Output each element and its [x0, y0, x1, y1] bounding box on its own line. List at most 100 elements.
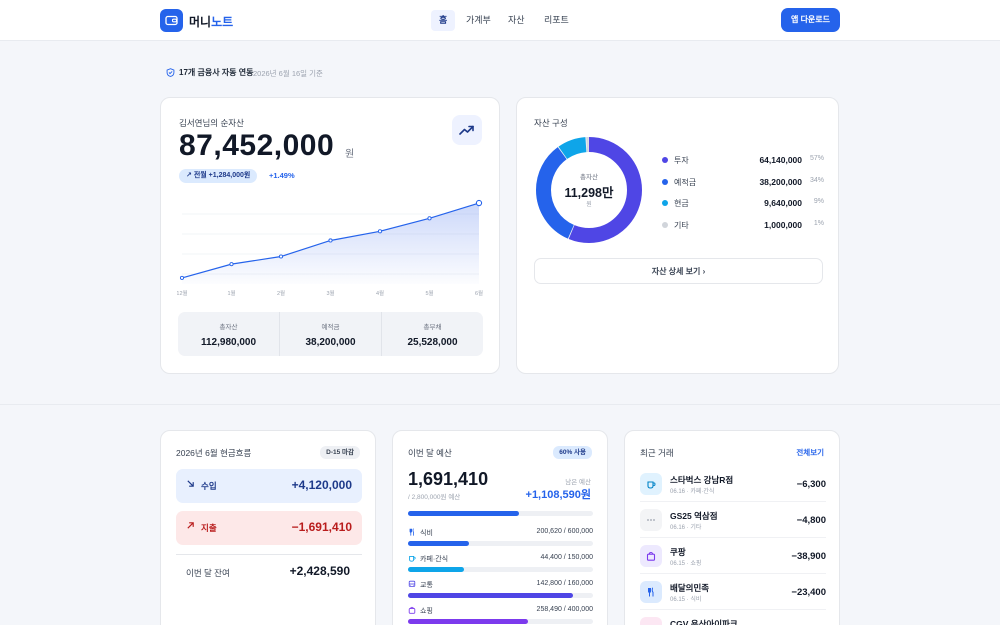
legend-item-1[interactable]: 예적금 38,200,000 34%	[662, 177, 824, 189]
budget-category-value: 142,800 / 160,000	[536, 580, 593, 587]
tab-ledger[interactable]: 가계부	[466, 15, 491, 25]
data-point[interactable]	[475, 199, 483, 207]
cashflow-expense-row[interactable]: 지출 −1,691,410	[176, 511, 362, 545]
wallet-logo-icon[interactable]	[160, 9, 183, 32]
transaction-icon-box	[640, 473, 662, 495]
trend-button[interactable]	[452, 115, 482, 145]
cashflow-label: 2026년 6월 현금흐름	[176, 448, 252, 458]
budget-remain-value: +1,108,590원	[525, 489, 591, 501]
legend-value: 64,140,000	[759, 155, 802, 165]
data-point[interactable]	[427, 216, 432, 221]
expense-label: 지출	[201, 523, 217, 533]
transaction-row[interactable]: 스타벅스 강남R점 06.16 · 카페·간식 −6,300	[640, 470, 826, 502]
budget-category-name: 카페·간식	[420, 556, 449, 563]
networth-card: 김서연님의 순자산 87,452,000 원 ↗ 전월 +1,284,000원 …	[160, 97, 500, 374]
data-point[interactable]	[229, 262, 234, 267]
networth-unit: 원	[345, 149, 355, 160]
x-tick-label: 2월	[277, 289, 285, 297]
summary-liabilities: 총부채 25,528,000	[382, 312, 483, 356]
brand-part-a: 머니	[189, 15, 212, 29]
x-tick-label: 4월	[376, 289, 384, 297]
legend-item-3[interactable]: 기타 1,000,000 1%	[662, 220, 824, 232]
data-point[interactable]	[179, 275, 185, 280]
transaction-merchant: 스타벅스 강남R점	[670, 475, 734, 485]
cashflow-deadline-badge: D-15 마감	[320, 446, 360, 459]
summary-value: 112,980,000	[200, 337, 257, 348]
asset-donut: 총자산 11,298만 원	[535, 136, 643, 244]
bag-icon	[408, 606, 416, 614]
data-point[interactable]	[328, 238, 333, 243]
transaction-meta: 06.15 · 쇼핑	[670, 561, 702, 567]
summary-deposits: 예적금 38,200,000	[280, 312, 382, 356]
transaction-amount: −4,800	[796, 515, 826, 526]
donut-slice[interactable]	[536, 137, 642, 243]
legend-dot	[662, 200, 668, 206]
networth-amount: 87,452,000	[179, 129, 335, 162]
legend-value: 9,640,000	[764, 198, 802, 208]
income-value: +4,120,000	[291, 478, 352, 492]
transaction-amount: −38,900	[791, 551, 826, 562]
budget-overall-bar	[408, 511, 593, 516]
balance-value: +2,428,590	[289, 564, 350, 578]
see-all-link[interactable]: 전체보기	[796, 448, 824, 457]
budget-category-fill	[408, 593, 573, 598]
summary-label: 총부채	[423, 324, 442, 331]
legend-name: 예적금	[674, 177, 697, 187]
transaction-meta: 06.15 · 식비	[670, 597, 702, 603]
transaction-merchant: GS25 역삼점	[670, 511, 718, 521]
legend-value: 1,000,000	[764, 219, 802, 230]
tab-assets[interactable]: 자산	[508, 15, 525, 25]
brand-part-b: 노트	[211, 15, 234, 29]
x-tick-label: 6월	[475, 289, 483, 297]
cashflow-income-row[interactable]: 수입 +4,120,000	[176, 469, 362, 503]
transaction-row[interactable]: GS25 역삼점 06.16 · 기타 −4,800	[640, 506, 826, 538]
fork-icon	[409, 528, 414, 536]
brand-name[interactable]: 머니노트	[189, 13, 233, 30]
budget-category-bar	[408, 593, 593, 598]
summary-value: 25,528,000	[407, 337, 458, 348]
transaction-row[interactable]: CGV 용산아이파크	[640, 614, 826, 625]
transaction-row[interactable]: 쿠팡 06.15 · 쇼핑 −38,900	[640, 542, 826, 574]
budget-remain-label: 남은 예산	[565, 479, 591, 486]
data-point[interactable]	[377, 229, 383, 234]
budget-spent: 1,691,410	[408, 469, 489, 489]
change-percent: +1.49%	[269, 171, 295, 180]
tab-report[interactable]: 리포트	[544, 15, 569, 25]
donut-chart	[536, 137, 642, 243]
legend-name: 현금	[674, 199, 689, 208]
cashflow-divider	[176, 554, 362, 555]
networth-line-chart: 12월 1월 2월 3월 4월 5월 6월	[177, 199, 483, 297]
data-point[interactable]	[278, 254, 284, 259]
summary-total-assets: 총자산 112,980,000	[178, 312, 280, 356]
trending-up-icon	[459, 125, 474, 135]
asset-composition-card: 자산 구성 총자산 11,298만 원 투자 64,140,000 57% 예적금 38…	[516, 97, 839, 374]
tab-home[interactable]: 홈	[431, 10, 456, 31]
transaction-amount: −23,400	[791, 587, 826, 598]
arrow-up-right-icon	[187, 522, 194, 529]
asset-detail-button[interactable]: 자산 상세 보기 ›	[534, 258, 823, 284]
budget-category-value: 258,490 / 400,000	[536, 606, 593, 613]
monthly-change-text: 전월 +1,284,000원	[193, 172, 251, 179]
transactions-label: 최근 거래	[640, 448, 674, 458]
legend-item-0[interactable]: 투자 64,140,000 57%	[662, 155, 824, 167]
asset-composition-label: 자산 구성	[534, 118, 568, 128]
legend-item-2[interactable]: 현금 9,640,000 9%	[662, 198, 824, 210]
cashflow-card: 2026년 6월 현금흐름 D-15 마감 수입 +4,120,000 지출 −…	[160, 430, 376, 625]
bag-icon	[646, 552, 656, 561]
app-download-button[interactable]: 앱 다운로드	[781, 8, 840, 32]
bus-icon	[408, 580, 416, 587]
x-tick-label: 5월	[425, 289, 433, 297]
income-label: 수입	[201, 481, 217, 491]
budget-category-name: 쇼핑	[420, 608, 433, 615]
asset-detail-label: 자산 상세 보기	[651, 267, 701, 276]
monthly-change-chip: ↗ 전월 +1,284,000원	[179, 169, 258, 183]
budget-category-value: 200,620 / 600,000	[536, 528, 593, 535]
sync-text: 17개 금융사 자동 연동	[179, 68, 254, 77]
section-divider	[0, 404, 1000, 405]
budget-category-name: 식비	[420, 530, 433, 537]
transaction-meta: 06.16 · 카페·간식	[670, 489, 715, 495]
transaction-row[interactable]: 배달의민족 06.15 · 식비 −23,400	[640, 578, 826, 610]
donut-slice[interactable]	[536, 137, 642, 243]
area-fill	[182, 203, 479, 284]
networth-summary: 총자산 112,980,000 예적금 38,200,000 총부채 25,528,0…	[178, 312, 483, 356]
